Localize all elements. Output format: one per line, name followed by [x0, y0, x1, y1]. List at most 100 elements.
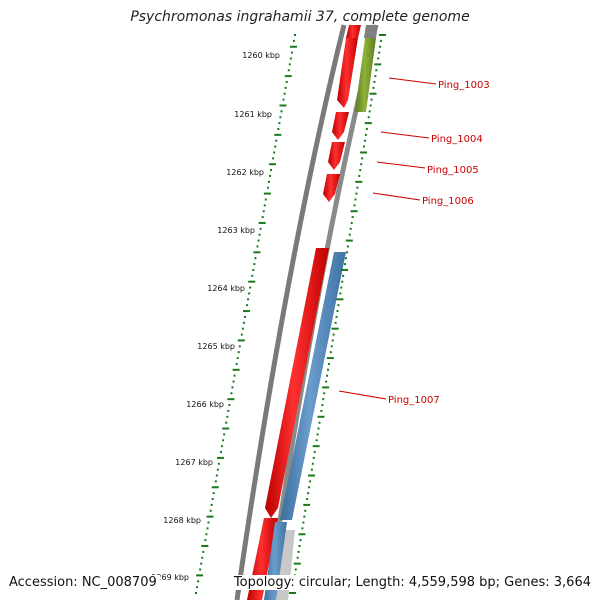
ruler-major-tick [211, 486, 219, 489]
ruler-label: 1262 kbp [226, 168, 264, 177]
ruler-minor-tick [238, 345, 241, 348]
ruler-major-tick [369, 92, 377, 95]
ruler-minor-tick [254, 257, 257, 260]
leader-line-ping-1003 [388, 77, 437, 85]
gene-arrow-ping-1007[interactable] [265, 248, 329, 518]
ruler-minor-tick [342, 274, 345, 277]
ruler-major-tick [248, 280, 256, 283]
ruler-minor-tick [339, 292, 342, 295]
ruler-minor-tick [304, 509, 307, 512]
ruler-minor-tick [243, 315, 246, 318]
ruler-minor-tick [283, 92, 286, 95]
ruler-minor-tick [279, 116, 282, 119]
gene-arrow-ping-1003[interactable] [337, 38, 358, 108]
ruler-major-tick [364, 122, 372, 125]
ruler-minor-tick [287, 69, 290, 72]
ruler-minor-tick [334, 321, 337, 324]
ruler-minor-tick [340, 286, 343, 289]
ruler-minor-tick [212, 492, 215, 495]
ruler-minor-tick [294, 34, 296, 36]
ruler-minor-tick [294, 568, 297, 571]
ruler-minor-tick [327, 368, 329, 371]
ruler-major-tick [216, 456, 224, 459]
ruler-minor-tick [282, 98, 285, 101]
ruler-major-tick [284, 75, 292, 78]
ruler-minor-tick [258, 233, 261, 236]
ruler-minor-tick [246, 304, 249, 307]
ruler-minor-tick [332, 333, 335, 336]
ruler-minor-tick [364, 133, 367, 136]
gene-arrow-ping-1004[interactable] [332, 112, 349, 140]
gene-block-blue[interactable] [280, 252, 346, 520]
ruler-major-tick [222, 427, 230, 430]
ruler-minor-tick [253, 263, 256, 266]
ruler-minor-tick [348, 233, 351, 236]
ruler-minor-tick [210, 503, 213, 506]
ruler-minor-tick [318, 421, 321, 424]
gene-arrow-ping-1003a[interactable] [346, 25, 361, 38]
ruler-minor-tick [345, 257, 347, 260]
ruler-left [195, 34, 297, 594]
gene-arrow-ping-1006[interactable] [323, 174, 340, 202]
ruler-minor-tick [323, 392, 326, 395]
ruler-minor-tick [236, 357, 239, 360]
gene-block-green[interactable] [355, 38, 376, 112]
ruler-minor-tick [337, 304, 340, 307]
ruler-minor-tick [363, 145, 365, 148]
ruler-minor-tick [370, 98, 373, 101]
ruler-major-tick [206, 515, 214, 518]
ruler-minor-tick [220, 451, 223, 454]
ruler-major-tick [345, 239, 353, 242]
ruler-minor-tick [267, 180, 270, 183]
ruler-minor-tick [262, 210, 265, 213]
ruler-minor-tick [207, 521, 210, 524]
ruler-minor-tick [272, 157, 275, 160]
ruler-minor-tick [237, 351, 240, 354]
ruler-minor-tick [363, 139, 366, 142]
ruler-major-tick [274, 133, 282, 136]
ruler-minor-tick [211, 498, 214, 501]
leader-line-ping-1005 [376, 161, 426, 169]
ruler-minor-tick [261, 216, 264, 219]
genome-summary-text: Topology: circular; Length: 4,559,598 bp… [230, 575, 594, 590]
ruler-minor-tick [227, 409, 230, 412]
ruler-minor-tick [317, 427, 320, 430]
ruler-major-tick [355, 180, 363, 183]
ruler-minor-tick [350, 221, 353, 224]
gene-arrow-ping-1005[interactable] [328, 142, 345, 170]
ruler-minor-tick [232, 380, 235, 383]
ruler-minor-tick [372, 86, 375, 89]
ruler-major-tick [279, 104, 287, 107]
ruler-minor-tick [278, 122, 281, 125]
ruler-minor-tick [199, 568, 202, 571]
gene-label-ping-1006[interactable]: Ping_1006 [422, 196, 474, 207]
ruler-label: 1263 kbp [217, 226, 255, 235]
leader-line-ping-1006 [372, 192, 421, 201]
ruler-minor-tick [215, 474, 218, 477]
ruler-minor-tick [355, 192, 358, 195]
ruler-minor-tick [309, 480, 311, 483]
gene-label-ping-1003[interactable]: Ping_1003 [438, 80, 490, 91]
ruler-major-tick [196, 574, 204, 577]
gene-label-ping-1007[interactable]: Ping_1007 [388, 395, 440, 406]
ruler-major-tick [331, 327, 339, 330]
ruler-minor-tick [217, 462, 220, 465]
gene-label-ping-1004[interactable]: Ping_1004 [431, 134, 483, 145]
ruler-major-tick [336, 298, 344, 301]
gene-label-ping-1005[interactable]: Ping_1005 [427, 165, 479, 176]
ruler-minor-tick [321, 404, 324, 407]
ruler-minor-tick [329, 351, 332, 354]
ruler-minor-tick [344, 263, 347, 266]
ruler-minor-tick [252, 268, 255, 271]
ruler-minor-tick [284, 86, 287, 89]
ruler-minor-tick [359, 169, 362, 172]
ruler-major-tick [312, 445, 320, 448]
ruler-major-tick [326, 357, 334, 360]
ruler-minor-tick [285, 80, 288, 83]
ruler-major-tick [232, 368, 240, 371]
ruler-minor-tick [375, 69, 378, 72]
ruler-minor-tick [312, 456, 315, 459]
ruler-major-tick [253, 251, 261, 254]
ruler-minor-tick [289, 57, 292, 60]
ruler-minor-tick [365, 127, 368, 130]
